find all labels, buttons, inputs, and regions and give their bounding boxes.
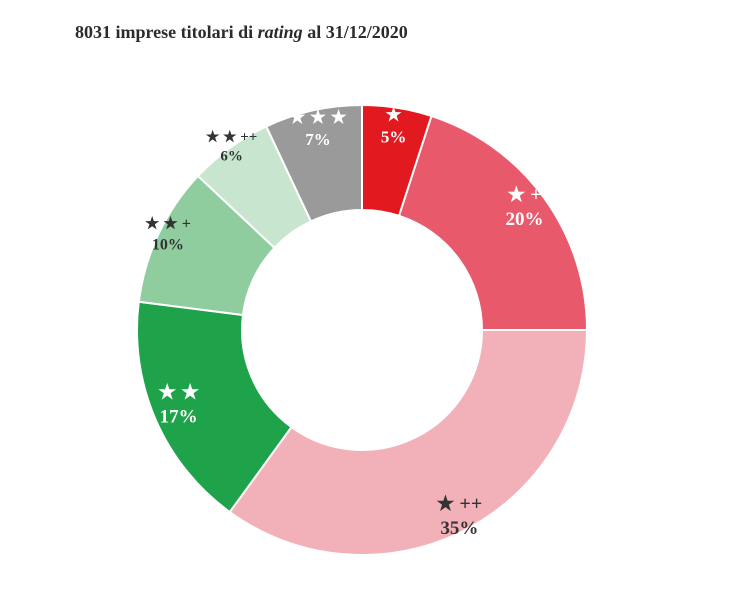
slice-symbols-one-star-plus-plus: ★ ++ bbox=[437, 493, 483, 515]
donut-chart: ★ ★ ★ 7% ★ 5% ★ + 20% ★ ++ 35% ★ ★ 17% ★ ★ + 10% ★ ★… bbox=[0, 0, 733, 600]
slice-pct-one-star: 5% bbox=[381, 128, 407, 147]
slice-symbols-one-star: ★ bbox=[386, 105, 403, 125]
slice-pct-three-star: 7% bbox=[305, 130, 331, 149]
slice-pct-one-star-plus-plus: 35% bbox=[440, 518, 478, 539]
slice-one-star-plus-plus bbox=[230, 330, 587, 555]
slice-symbols-one-star-plus: ★ + bbox=[507, 184, 541, 206]
slice-pct-two-star-plus-plus: 6% bbox=[220, 149, 243, 165]
slice-pct-one-star-plus: 20% bbox=[505, 209, 543, 230]
slice-pct-two-star: 17% bbox=[160, 406, 198, 427]
slice-symbols-three-star: ★ ★ ★ bbox=[289, 107, 347, 127]
slice-pct-two-star-plus: 10% bbox=[152, 237, 184, 254]
slice-one-star-plus bbox=[399, 116, 587, 330]
slice-symbols-two-star: ★ ★ bbox=[158, 381, 199, 403]
slice-symbols-two-star-plus: ★ ★ + bbox=[145, 216, 191, 233]
slice-symbols-two-star-plus-plus: ★ ★ ++ bbox=[206, 130, 258, 146]
